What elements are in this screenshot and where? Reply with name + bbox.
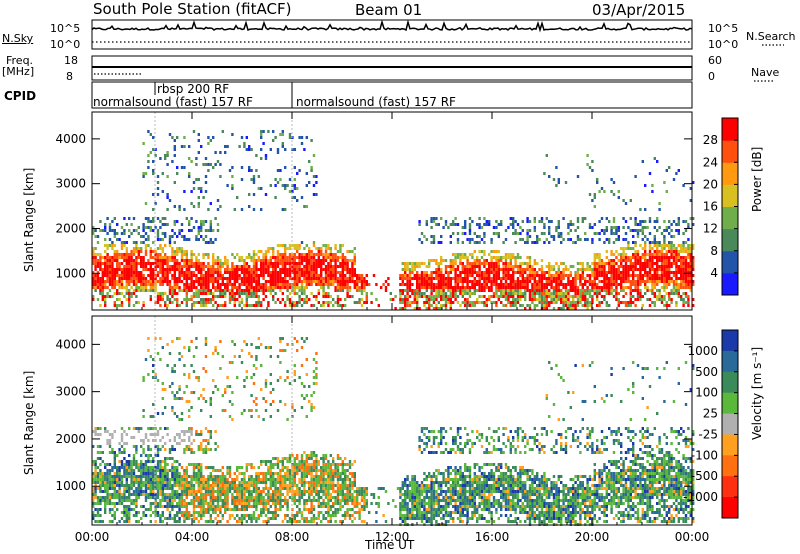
xtick-label-4: 16:00	[475, 530, 510, 544]
velocity-colorbar-swatch-5	[722, 434, 738, 456]
velocity-colorbar-swatch-7	[722, 476, 738, 498]
power-colorbar-swatch-1	[722, 250, 738, 274]
freq-unit: [MHz]	[2, 65, 35, 78]
power-colorbar-swatch-4	[722, 184, 738, 207]
velocity-colorbar-label-2: 100	[695, 386, 718, 400]
velocity-colorbar-frame	[721, 329, 739, 519]
ytick-label-1-4000: 4000	[55, 337, 86, 351]
ytick-label-0-1000: 1000	[55, 266, 86, 280]
freq-tick-bottom: 8	[66, 70, 73, 83]
nave-tick-top: 60	[708, 54, 722, 67]
time-xlabel: Time UT	[365, 538, 415, 552]
freq-tick-top: 18	[64, 54, 78, 67]
date-label: 03/Apr/2015	[592, 1, 686, 19]
velocity-colorbar-swatch-8	[722, 497, 738, 519]
cpid-label: CPID	[4, 89, 37, 103]
nsky-label: N.Sky	[2, 32, 34, 45]
cpid-panel	[91, 81, 693, 109]
power-heatmap-cells	[92, 130, 695, 310]
nave-label: Nave	[751, 66, 780, 79]
velocity-heatmap-cells	[92, 337, 695, 526]
power-colorbar-label-2: 12	[703, 222, 718, 236]
freq-label: Freq.	[6, 54, 34, 67]
cpid-segment-2: rbsp 200 RF	[157, 82, 230, 96]
ytick-label-0-4000: 4000	[55, 132, 86, 146]
ytick-label-1-3000: 3000	[55, 385, 86, 399]
xtick-label-0: 00:00	[75, 530, 110, 544]
power-colorbar-swatch-0	[722, 272, 738, 296]
ytick-label-1-1000: 1000	[55, 479, 86, 493]
velocity-colorbar-swatch-6	[722, 455, 738, 477]
velocity-colorbar-swatch-0	[722, 330, 738, 352]
velocity-colorbar-label-5: -100	[691, 448, 718, 462]
xtick-label-5: 20:00	[575, 530, 610, 544]
velocity-colorbar-swatch-2	[722, 371, 738, 394]
velocity-colorbar-label-7: -1000	[683, 490, 718, 504]
xtick-label-3: 12:00	[375, 530, 410, 544]
station-title: South Pole Station (fitACF)	[93, 0, 292, 18]
velocity-colorbar-swatch-1	[722, 350, 738, 373]
nsky-tick-bottom: 10^0	[50, 38, 81, 51]
power-colorbar-label-4: 20	[703, 177, 718, 191]
power-colorbar-label-0: 4	[710, 266, 718, 280]
power-colorbar-label-3: 16	[703, 200, 718, 214]
power-colorbar-swatch-6	[722, 140, 738, 163]
nsearch-tick-top: 10^5	[708, 22, 739, 35]
power-colorbar-swatch-5	[722, 162, 738, 185]
cpid-segment-1: normalsound (fast) 157 RF	[93, 95, 253, 109]
velocity-colorbar-swatch-4	[722, 413, 738, 435]
velocity-colorbar-label-1: 500	[695, 365, 718, 379]
cpid-segment-3: normalsound (fast) 157 RF	[296, 95, 456, 109]
velocity-colorbar-swatch-3	[722, 392, 738, 415]
nsky-tick-top: 10^5	[50, 22, 81, 35]
nsky-panel	[91, 19, 693, 50]
velocity-colorbar-label-0: 1000	[687, 344, 718, 358]
ytick-label-0-3000: 3000	[55, 177, 86, 191]
nsearch-label: N.Search	[746, 30, 796, 43]
beam-label: Beam 01	[355, 1, 423, 19]
power-colorbar-label-1: 8	[710, 244, 718, 258]
power-colorbar-swatch-3	[722, 206, 738, 230]
nsearch-tick-bottom: 10^0	[708, 38, 739, 51]
power-colorbar-swatch-7	[722, 118, 738, 141]
power-colorbar-label-5: 24	[703, 155, 718, 169]
nave-tick-bottom: 0	[708, 70, 715, 83]
ytick-label-0-2000: 2000	[55, 221, 86, 235]
power-colorbar-swatch-2	[722, 228, 738, 252]
nsky-line	[91, 19, 693, 33]
xtick-label-6: 00:00	[675, 530, 710, 544]
xtick-label-1: 04:00	[175, 530, 210, 544]
xtick-label-2: 08:00	[275, 530, 310, 544]
power-colorbar-label-6: 28	[703, 133, 718, 147]
velocity-colorbar-label-6: -500	[691, 469, 718, 483]
ytick-label-1-2000: 2000	[55, 432, 86, 446]
velocity-colorbar-label-3: 25	[703, 407, 718, 421]
velocity-colorbar-label-4: -25	[698, 427, 718, 441]
